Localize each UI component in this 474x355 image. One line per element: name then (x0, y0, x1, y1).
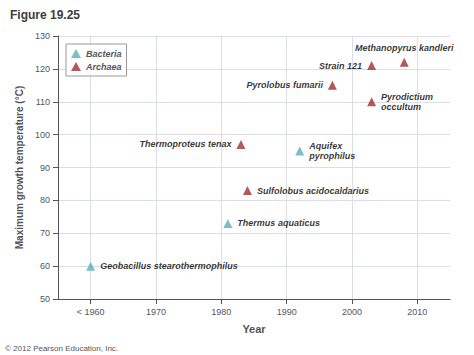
svg-text:Sulfolobus acidocaldarius: Sulfolobus acidocaldarius (257, 186, 369, 196)
svg-text:Thermus aquaticus: Thermus aquaticus (237, 218, 320, 228)
svg-text:Thermoproteus tenax: Thermoproteus tenax (139, 139, 232, 149)
svg-text:2010: 2010 (407, 307, 427, 317)
svg-text:80: 80 (40, 195, 50, 205)
svg-text:Pyrolobus fumarii: Pyrolobus fumarii (246, 80, 323, 90)
svg-text:70: 70 (40, 228, 50, 238)
svg-text:120: 120 (35, 64, 50, 74)
svg-text:1980: 1980 (211, 307, 231, 317)
svg-text:110: 110 (36, 97, 50, 107)
svg-text:© 2012 Pearson Education, Inc.: © 2012 Pearson Education, Inc. (5, 344, 118, 353)
svg-text:130: 130 (35, 31, 50, 41)
svg-text:Archaea: Archaea (85, 62, 122, 72)
svg-text:pyrophilus: pyrophilus (308, 151, 355, 161)
svg-text:Pyrodictium: Pyrodictium (381, 92, 433, 102)
svg-text:100: 100 (35, 130, 50, 140)
svg-text:90: 90 (40, 163, 50, 173)
svg-text:Aquifex: Aquifex (308, 141, 343, 151)
svg-text:Year: Year (242, 323, 266, 335)
svg-text:Strain 121: Strain 121 (319, 61, 362, 71)
svg-text:50: 50 (40, 294, 50, 304)
svg-text:Bacteria: Bacteria (86, 49, 122, 59)
svg-text:Figure 19.25: Figure 19.25 (10, 8, 80, 22)
svg-text:Methanopyrus kandleri: Methanopyrus kandleri (355, 43, 454, 53)
svg-text:occultum: occultum (381, 102, 421, 112)
svg-text:Geobacillus stearothermophilus: Geobacillus stearothermophilus (100, 261, 238, 271)
svg-text:2000: 2000 (342, 307, 362, 317)
svg-text:60: 60 (40, 261, 50, 271)
svg-text:1990: 1990 (277, 307, 297, 317)
svg-text:< 1960: < 1960 (77, 307, 105, 317)
svg-text:1970: 1970 (146, 307, 166, 317)
svg-text:Maximum growth temperature (°C: Maximum growth temperature (°C) (14, 86, 25, 249)
